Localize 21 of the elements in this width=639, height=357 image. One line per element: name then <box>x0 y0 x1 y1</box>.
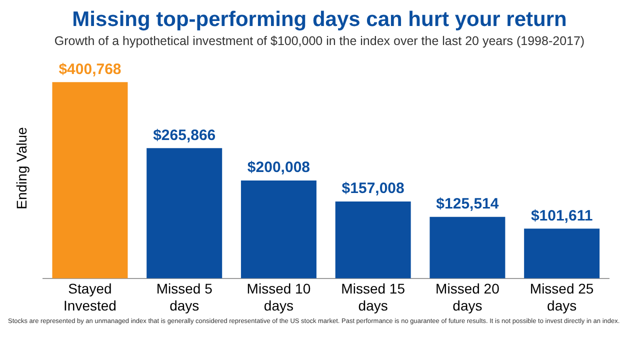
bar <box>524 228 600 278</box>
bar <box>52 82 128 278</box>
y-axis-title: Ending Value <box>13 126 30 210</box>
x-tick-label: Stayed Invested <box>64 280 116 314</box>
bar <box>240 180 316 278</box>
x-tick-label: Missed 10 days <box>246 280 311 314</box>
data-label: $265,866 <box>153 126 216 144</box>
bar <box>335 202 411 278</box>
data-label: $400,768 <box>58 60 122 78</box>
bar <box>146 148 222 278</box>
data-label: $101,611 <box>530 207 593 224</box>
chart-title: Missing top-performing days can hurt your return <box>71 8 568 32</box>
data-label: $157,008 <box>342 180 404 198</box>
data-label: $125,514 <box>436 196 500 213</box>
bar <box>430 216 506 278</box>
data-label: $200,008 <box>247 159 310 176</box>
x-tick-label: Missed 5 days <box>156 280 213 314</box>
x-tick-label: Missed 15 days <box>341 280 406 314</box>
x-tick-label: Missed 25 days <box>530 280 594 314</box>
x-tick-label: Missed 20 days <box>436 280 500 314</box>
chart-subtitle: Growth of a hypothetical investment of $100,000 in the index over the last 20 years (1998-2017) <box>53 34 586 48</box>
